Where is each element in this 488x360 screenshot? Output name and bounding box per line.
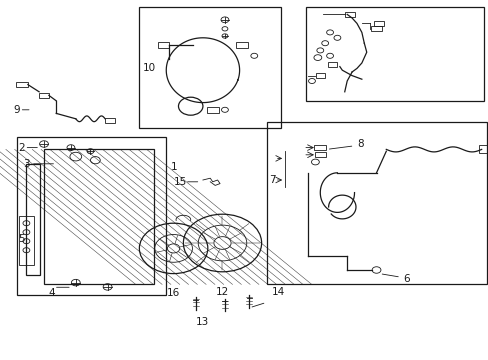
Text: 6: 6 xyxy=(403,274,409,284)
Bar xyxy=(39,93,49,98)
Text: 16: 16 xyxy=(166,288,180,298)
Bar xyxy=(139,7,281,128)
Text: 9: 9 xyxy=(14,105,20,115)
Bar xyxy=(314,152,325,157)
Text: 3: 3 xyxy=(23,159,30,169)
Bar xyxy=(373,21,384,26)
Bar xyxy=(206,107,219,113)
Text: 4: 4 xyxy=(49,288,56,298)
Bar xyxy=(327,62,337,67)
Text: 12: 12 xyxy=(215,287,229,297)
Text: 2: 2 xyxy=(19,143,25,153)
Bar xyxy=(478,145,486,153)
Bar xyxy=(44,149,154,284)
Bar xyxy=(370,26,381,31)
Text: 14: 14 xyxy=(271,287,284,297)
Bar xyxy=(266,122,486,284)
Text: 15: 15 xyxy=(173,177,186,187)
Bar xyxy=(19,216,34,265)
Text: 13: 13 xyxy=(195,317,208,327)
Text: 7: 7 xyxy=(268,175,275,185)
Bar xyxy=(26,164,40,275)
Bar xyxy=(315,73,324,78)
Bar xyxy=(17,137,166,295)
Bar xyxy=(344,12,354,17)
Bar xyxy=(314,145,325,150)
Bar xyxy=(104,118,115,123)
Text: 5: 5 xyxy=(18,234,25,244)
Text: 1: 1 xyxy=(171,162,178,172)
Bar xyxy=(158,42,169,48)
Bar xyxy=(16,82,28,87)
Bar xyxy=(235,42,247,48)
Bar xyxy=(305,7,483,101)
Text: 8: 8 xyxy=(356,139,363,149)
Text: 10: 10 xyxy=(143,63,156,73)
